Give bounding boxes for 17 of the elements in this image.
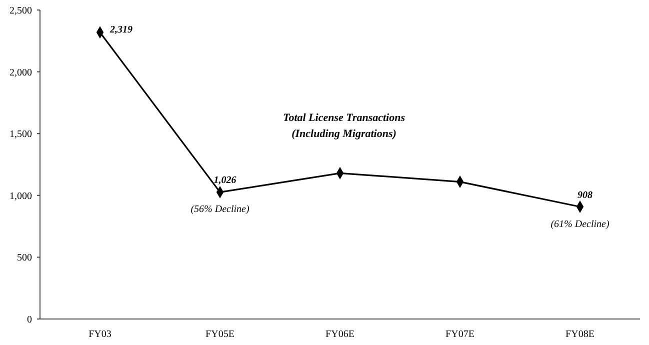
annotation: (61% Decline) [550, 218, 610, 230]
y-tick-label: 500 [17, 252, 32, 264]
data-label: 908 [578, 190, 592, 201]
data-label: 1,026 [214, 175, 236, 186]
text: Total License Transactions (Including Migrations) [282, 112, 406, 140]
data-label: 2,319 [109, 24, 132, 36]
y-tick-label: 1,500 [10, 129, 32, 140]
y-tick-label: 1,000 [10, 190, 32, 202]
x-tick-label: FY05E [206, 329, 234, 340]
y-tick-label: 2,000 [10, 67, 32, 78]
x-tick-label: FY06E [326, 329, 354, 340]
x-tick-label: FY08E [566, 329, 594, 340]
y-tick-label: 0 [27, 314, 32, 326]
annotation: (56% Decline) [190, 204, 250, 216]
x-tick-label: FY07E [446, 329, 474, 340]
x-tick-label: FY03 [88, 329, 112, 340]
y-tick-label: 2,500 [10, 6, 32, 16]
